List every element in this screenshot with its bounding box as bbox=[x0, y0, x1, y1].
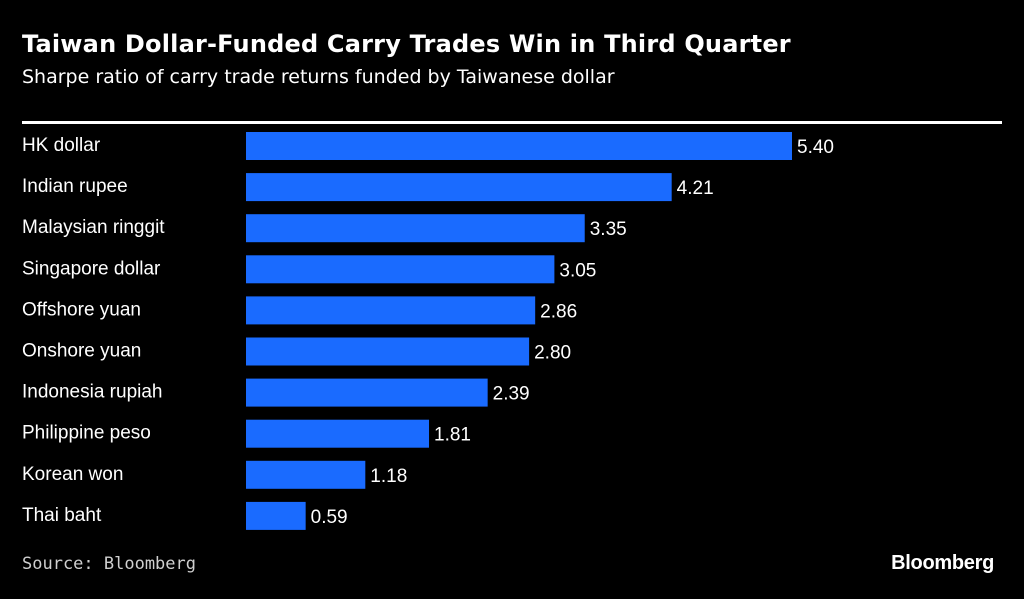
bar bbox=[246, 337, 530, 366]
bloomberg-logo: Bloomberg bbox=[891, 552, 994, 574]
category-label: Thai baht bbox=[22, 505, 102, 526]
category-label: Philippine peso bbox=[22, 423, 151, 444]
value-label: 3.05 bbox=[559, 260, 596, 281]
category-label: Korean won bbox=[22, 464, 123, 485]
value-label: 1.18 bbox=[370, 466, 407, 487]
bar bbox=[246, 296, 536, 325]
value-label: 0.59 bbox=[311, 507, 348, 528]
category-label: Malaysian ringgit bbox=[22, 217, 165, 238]
source-note: Source: Bloomberg bbox=[22, 554, 196, 574]
category-label: Singapore dollar bbox=[22, 258, 161, 279]
value-label: 3.35 bbox=[590, 219, 627, 240]
category-label: Offshore yuan bbox=[22, 299, 141, 320]
value-label: 5.40 bbox=[797, 137, 834, 158]
category-label: Onshore yuan bbox=[22, 341, 141, 362]
bar bbox=[246, 132, 792, 160]
value-label: 2.39 bbox=[493, 384, 530, 405]
value-label: 2.86 bbox=[540, 301, 577, 322]
bar bbox=[246, 255, 555, 284]
chart-subtitle: Sharpe ratio of carry trade returns fund… bbox=[22, 66, 615, 88]
value-label: 1.81 bbox=[434, 425, 471, 446]
value-label: 4.21 bbox=[677, 178, 714, 199]
bar bbox=[246, 378, 488, 407]
bar bbox=[246, 173, 672, 202]
chart-title: Taiwan Dollar-Funded Carry Trades Win in… bbox=[22, 30, 791, 58]
category-label: Indonesia rupiah bbox=[22, 382, 163, 403]
category-label: Indian rupee bbox=[22, 176, 128, 197]
bar bbox=[246, 501, 306, 530]
title-divider bbox=[22, 121, 1002, 124]
bar bbox=[246, 419, 430, 448]
bar bbox=[246, 214, 585, 243]
bar bbox=[246, 460, 366, 489]
category-label: HK dollar bbox=[22, 135, 101, 156]
value-label: 2.80 bbox=[534, 343, 571, 364]
